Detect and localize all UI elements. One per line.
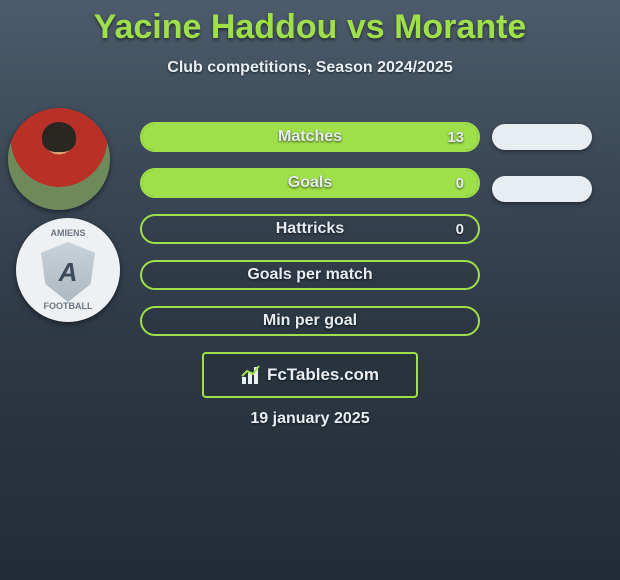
opponent-pill <box>492 124 592 150</box>
stat-bar-value: 0 <box>456 175 464 192</box>
stat-bar-value: 0 <box>456 221 464 238</box>
stat-bar: Goals 0 <box>140 168 480 198</box>
page-title: Yacine Haddou vs Morante <box>0 0 620 47</box>
stat-bar-label: Matches <box>278 128 342 146</box>
stat-bar-label: Goals per match <box>247 266 372 284</box>
page-subtitle: Club competitions, Season 2024/2025 <box>0 59 620 77</box>
stat-bar: Matches 13 <box>140 122 480 152</box>
stat-bar-label: Min per goal <box>263 312 357 330</box>
stat-bars: Matches 13 Goals 0 Hattricks 0 Goals per match… <box>140 122 480 352</box>
site-logo-text: FcTables.com <box>267 365 379 385</box>
stat-bar-label: Goals <box>288 174 332 192</box>
stat-bar: Goals per match <box>140 260 480 290</box>
player-avatar <box>8 108 110 210</box>
site-logo-box: FcTables.com <box>202 352 418 398</box>
comparison-card: Yacine Haddou vs Morante Club competitio… <box>0 0 620 580</box>
bar-chart-icon <box>241 365 261 385</box>
opponent-pills <box>492 124 592 228</box>
club-crest-inner: AMIENS A FOOTBALL <box>41 229 95 311</box>
avatar-column: AMIENS A FOOTBALL <box>8 108 120 322</box>
stat-bar-value: 13 <box>447 129 464 146</box>
club-shield: A <box>41 242 95 302</box>
stat-bar: Min per goal <box>140 306 480 336</box>
club-crest: AMIENS A FOOTBALL <box>16 218 120 322</box>
stat-bar: Hattricks 0 <box>140 214 480 244</box>
club-letter: A <box>59 259 78 285</box>
footer-date: 19 january 2025 <box>0 410 620 428</box>
club-text-top: AMIENS <box>41 229 95 238</box>
opponent-pill <box>492 176 592 202</box>
stat-bar-label: Hattricks <box>276 220 344 238</box>
club-text-bottom: FOOTBALL <box>41 302 95 311</box>
